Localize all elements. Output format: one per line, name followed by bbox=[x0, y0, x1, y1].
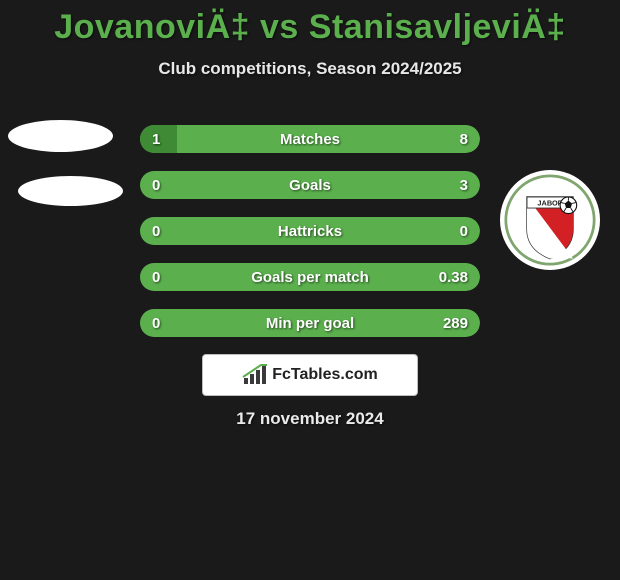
stat-bar-base bbox=[140, 125, 480, 153]
stat-row: 00Hattricks bbox=[140, 217, 480, 245]
stat-bar-base bbox=[140, 217, 480, 245]
stat-value-left: 0 bbox=[152, 263, 160, 291]
stat-value-right: 8 bbox=[460, 125, 468, 153]
player-left-avatar-placeholder-2 bbox=[18, 176, 123, 206]
player-right-club-crest: ЈАВОР bbox=[500, 170, 600, 270]
stat-value-left: 0 bbox=[152, 217, 160, 245]
stat-value-left: 0 bbox=[152, 309, 160, 337]
stat-row: 00.38Goals per match bbox=[140, 263, 480, 291]
brand-text: FcTables.com bbox=[272, 366, 378, 384]
stat-bar-base bbox=[140, 171, 480, 199]
crest-label: ЈАВОР bbox=[537, 198, 562, 207]
stat-row: 03Goals bbox=[140, 171, 480, 199]
stat-bar-base bbox=[140, 309, 480, 337]
stat-row: 18Matches bbox=[140, 125, 480, 153]
brand-badge[interactable]: FcTables.com bbox=[202, 354, 418, 396]
stat-value-left: 1 bbox=[152, 125, 160, 153]
bar-chart-icon bbox=[242, 364, 268, 386]
stat-row: 0289Min per goal bbox=[140, 309, 480, 337]
date-text: 17 november 2024 bbox=[0, 409, 620, 429]
stat-value-left: 0 bbox=[152, 171, 160, 199]
club-crest-icon: ЈАВОР bbox=[504, 174, 596, 266]
page-subtitle: Club competitions, Season 2024/2025 bbox=[0, 59, 620, 79]
stat-value-right: 0 bbox=[460, 217, 468, 245]
comparison-card: JovanoviÄ‡ vs StanisavljeviÄ‡ Club compe… bbox=[0, 0, 620, 580]
page-title: JovanoviÄ‡ vs StanisavljeviÄ‡ bbox=[0, 0, 620, 47]
stat-rows: 18Matches03Goals00Hattricks00.38Goals pe… bbox=[140, 125, 480, 355]
player-left-avatar-placeholder-1 bbox=[8, 120, 113, 152]
stat-bar-base bbox=[140, 263, 480, 291]
stat-value-right: 0.38 bbox=[439, 263, 468, 291]
stat-value-right: 3 bbox=[460, 171, 468, 199]
stat-value-right: 289 bbox=[443, 309, 468, 337]
